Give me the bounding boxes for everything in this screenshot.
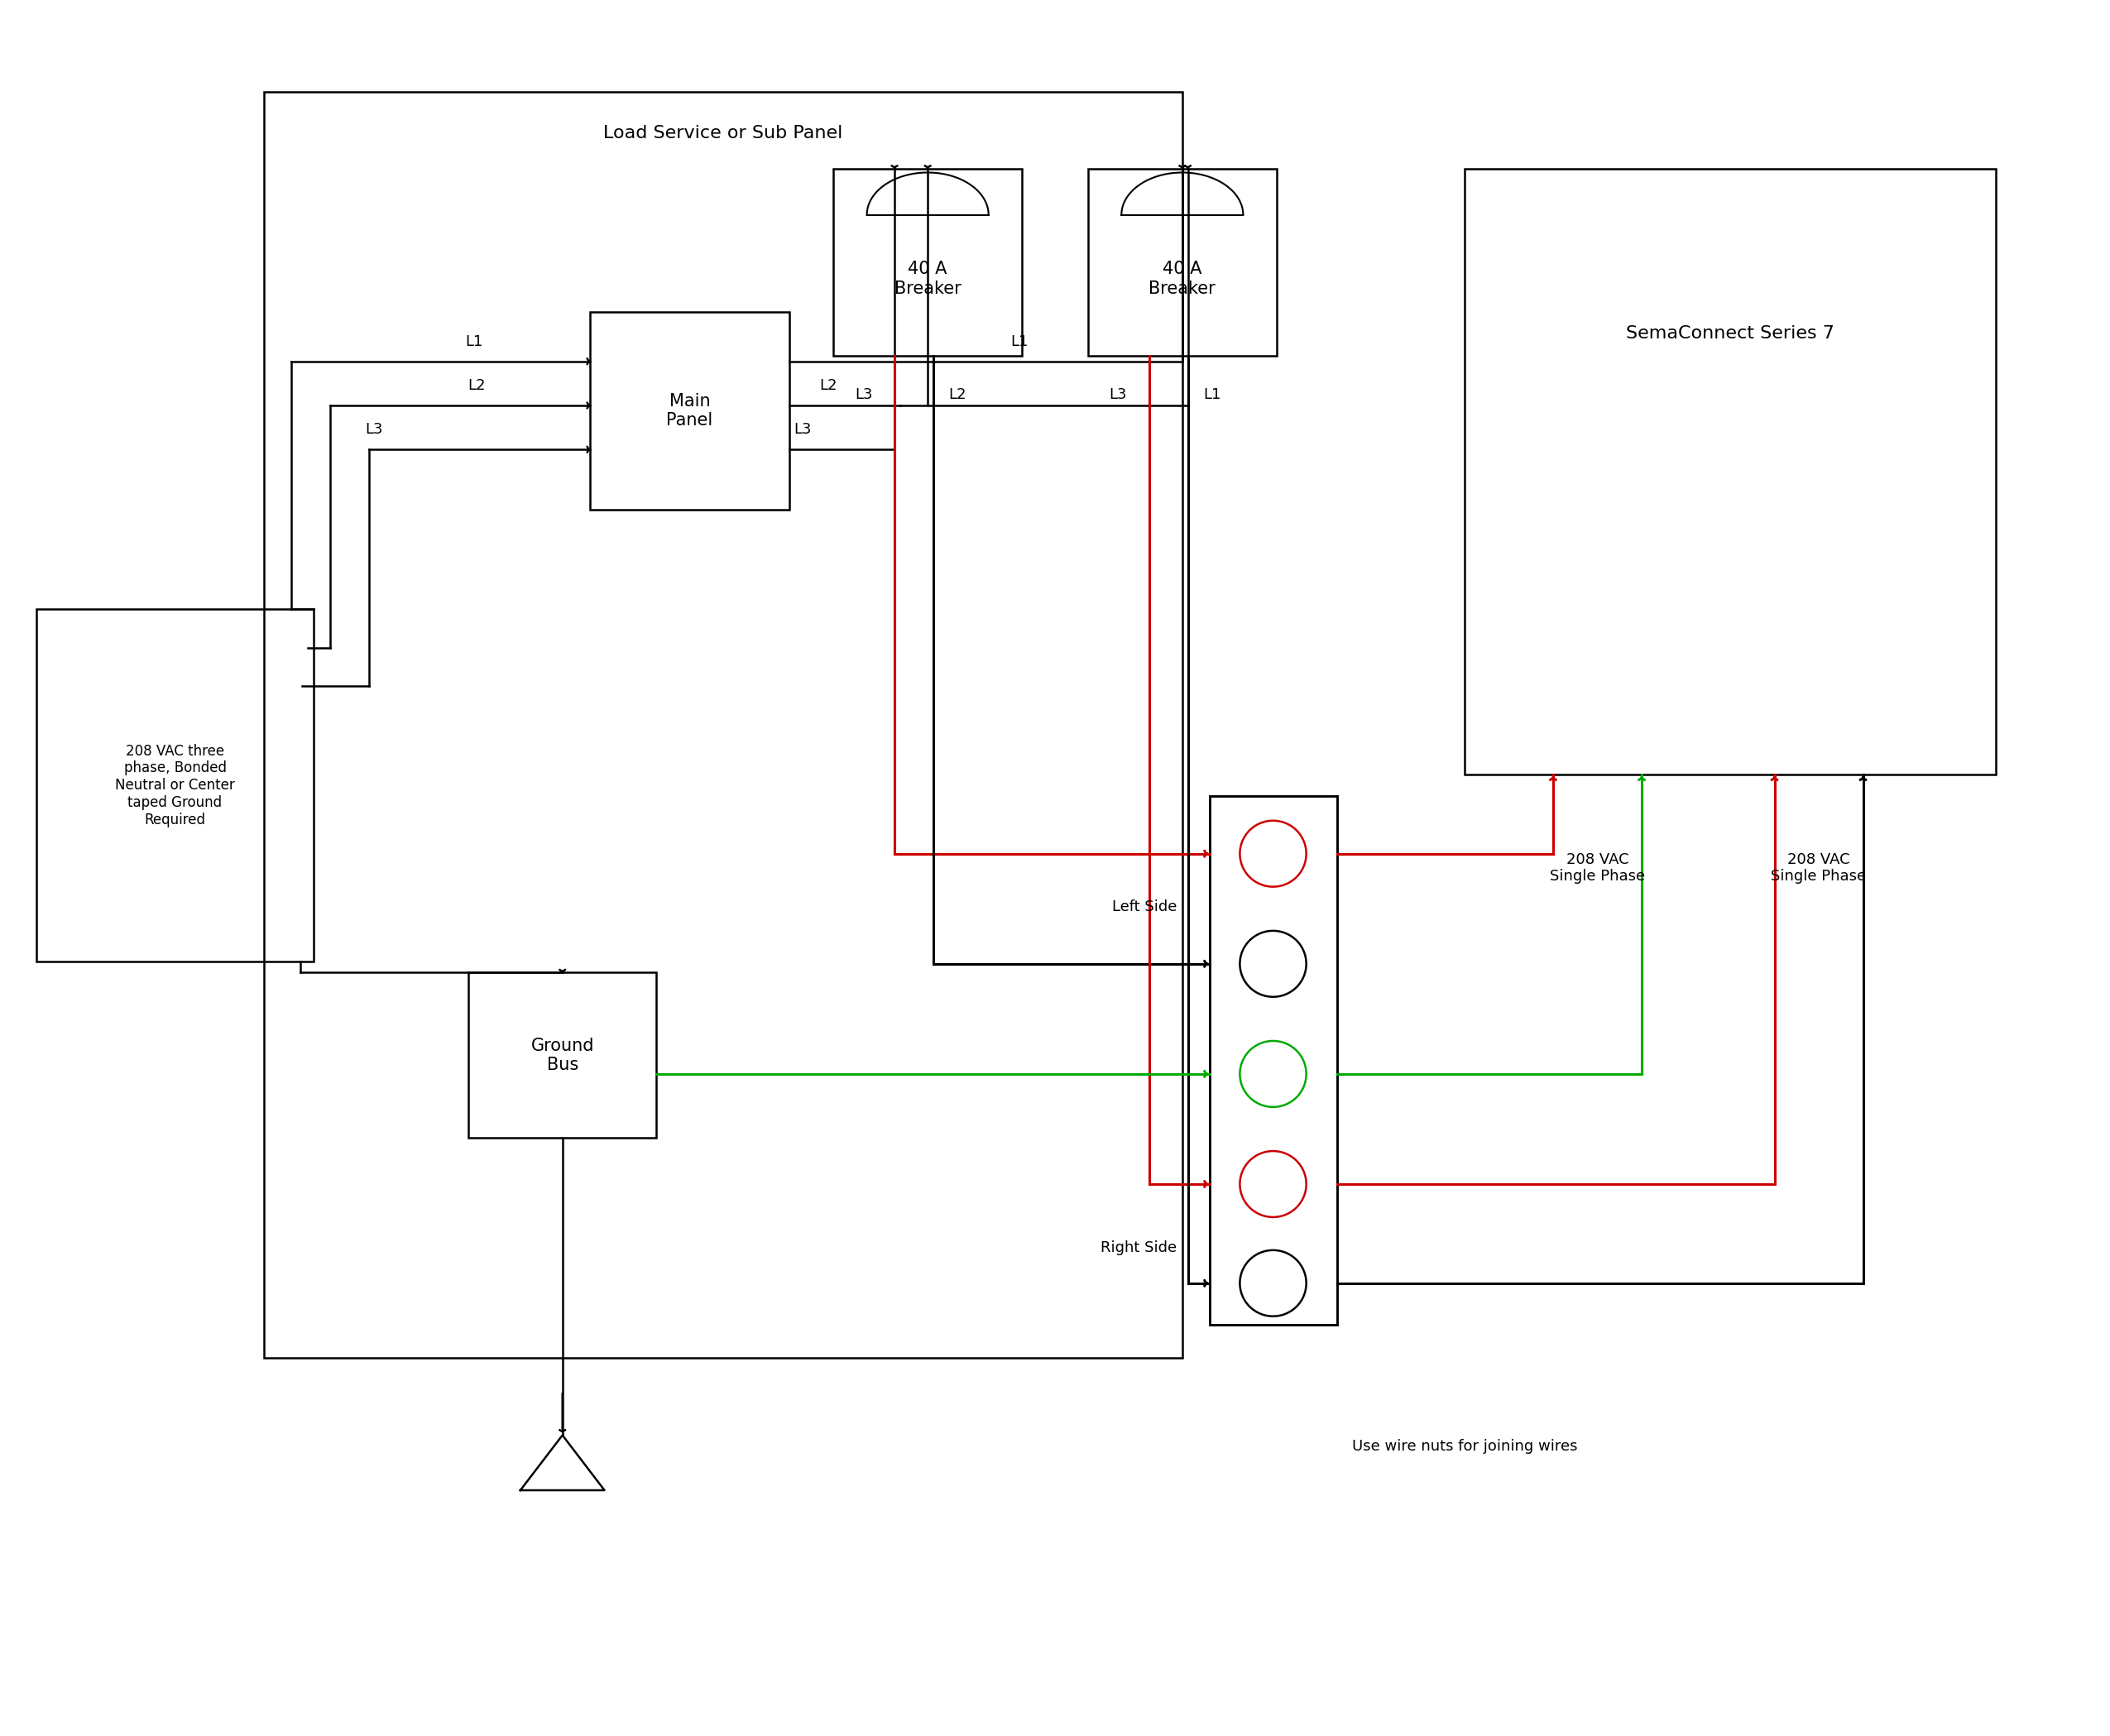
Circle shape (1241, 930, 1306, 996)
Bar (36, 609, 314, 962)
Text: L2: L2 (468, 378, 485, 392)
Text: L2: L2 (949, 387, 966, 401)
Text: 208 VAC
Single Phase: 208 VAC Single Phase (1770, 852, 1867, 884)
Text: L1: L1 (464, 333, 483, 349)
Text: Ground
Bus: Ground Bus (532, 1038, 595, 1073)
Circle shape (1241, 1250, 1306, 1316)
Text: Left Side: Left Side (1112, 899, 1177, 913)
Text: L3: L3 (793, 422, 812, 437)
Bar (1464, 168, 1996, 774)
Bar (264, 92, 1182, 1358)
Bar (591, 312, 789, 510)
Bar (468, 972, 656, 1137)
Text: L3: L3 (855, 387, 871, 401)
Bar (1209, 797, 1338, 1325)
Text: Main
Panel: Main Panel (667, 392, 713, 429)
Text: L1: L1 (1203, 387, 1222, 401)
Circle shape (1241, 1151, 1306, 1217)
Text: L2: L2 (819, 378, 838, 392)
Bar (833, 168, 1021, 356)
Text: Right Side: Right Side (1101, 1241, 1177, 1255)
Text: Load Service or Sub Panel: Load Service or Sub Panel (603, 125, 842, 142)
Text: L1: L1 (1011, 333, 1028, 349)
Bar (1089, 168, 1277, 356)
Text: 40 A
Breaker: 40 A Breaker (1148, 260, 1215, 297)
Text: SemaConnect Series 7: SemaConnect Series 7 (1627, 326, 1834, 342)
Text: 208 VAC
Single Phase: 208 VAC Single Phase (1549, 852, 1646, 884)
Text: 40 A
Breaker: 40 A Breaker (895, 260, 962, 297)
Circle shape (1241, 821, 1306, 887)
Text: L3: L3 (365, 422, 384, 437)
Text: Use wire nuts for joining wires: Use wire nuts for joining wires (1353, 1439, 1578, 1453)
Text: L3: L3 (1110, 387, 1127, 401)
Text: 208 VAC three
phase, Bonded
Neutral or Center
taped Ground
Required: 208 VAC three phase, Bonded Neutral or C… (116, 743, 234, 828)
Circle shape (1241, 1042, 1306, 1108)
